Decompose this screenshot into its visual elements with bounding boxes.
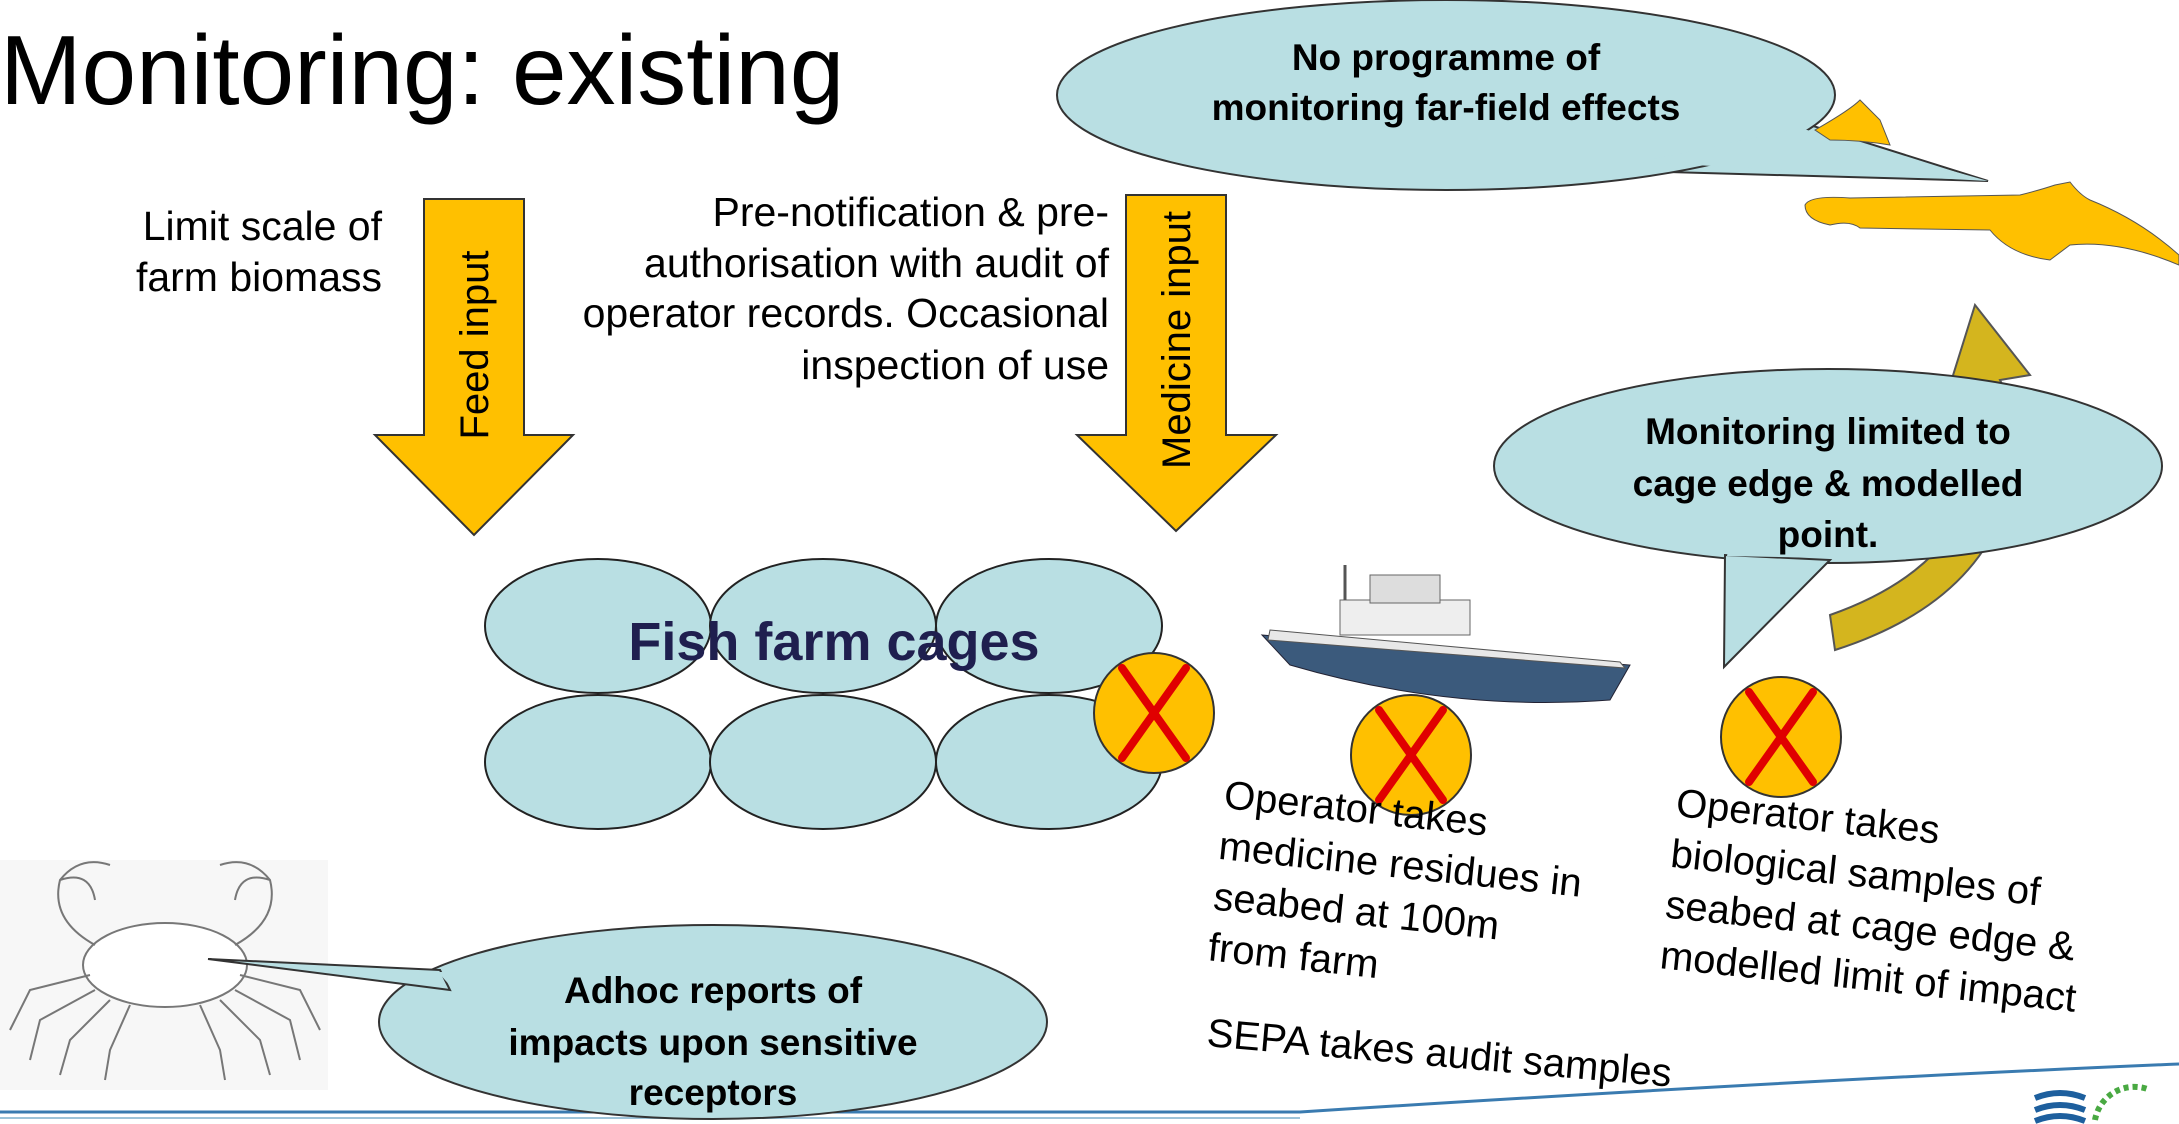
arrow-label: Feed input: [453, 250, 497, 439]
cage: [485, 695, 711, 829]
callout-tail: [1724, 555, 1830, 667]
callout-text: Monitoring limited to: [1645, 411, 2011, 452]
boat: [1262, 565, 1630, 702]
fish: [1805, 182, 2179, 265]
cage: [710, 695, 936, 829]
arrow-label: Medicine input: [1155, 211, 1199, 469]
hull: [1262, 635, 1630, 702]
slide-title: Monitoring: existing: [0, 15, 844, 125]
slide: Monitoring: existing Feed input Medicine…: [0, 0, 2179, 1124]
callout-text: monitoring far-field effects: [1212, 87, 1681, 128]
cabin: [1340, 600, 1470, 635]
note: farm biomass: [136, 254, 382, 300]
note: inspection of use: [801, 342, 1109, 388]
logo: [2035, 1087, 2150, 1121]
callout-text: Adhoc reports of: [564, 970, 863, 1011]
note: operator records. Occasional: [583, 290, 1109, 336]
callout-text: No programme of: [1292, 37, 1601, 78]
note: authorisation with audit of: [644, 240, 1110, 286]
callout-text: cage edge & modelled: [1633, 463, 2024, 504]
crab: [0, 860, 328, 1090]
audit-text: SEPA takes audit samples: [1205, 1011, 1673, 1095]
cages-label: Fish farm cages: [628, 612, 1039, 672]
note: Pre-notification & pre-: [712, 189, 1109, 235]
callout-text: receptors: [629, 1072, 798, 1113]
sample-text: from farm: [1206, 925, 1381, 987]
callout-text: impacts upon sensitive: [508, 1022, 917, 1063]
callout-text: point.: [1778, 514, 1879, 555]
cabin: [1370, 575, 1440, 603]
note: Limit scale of: [143, 203, 383, 249]
